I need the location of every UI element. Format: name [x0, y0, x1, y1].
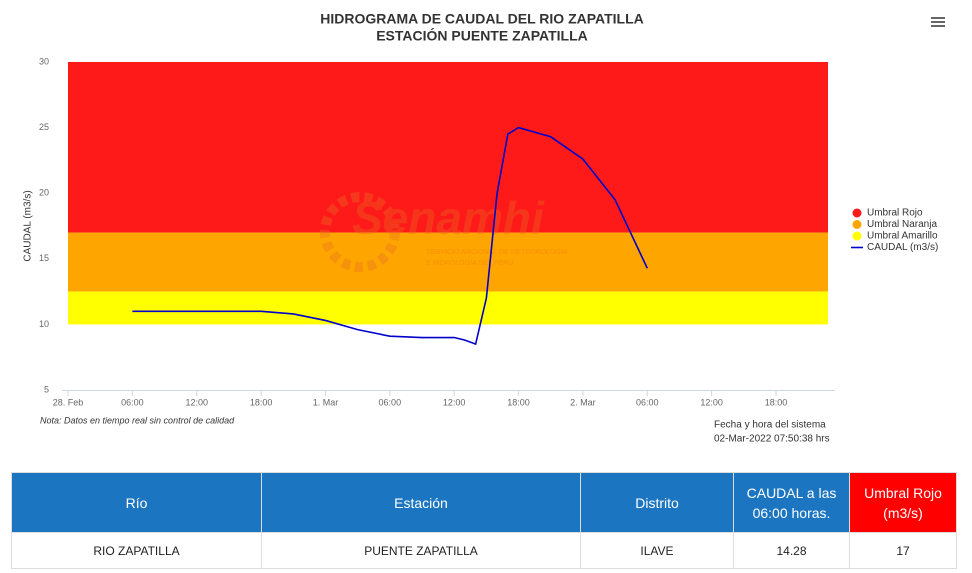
x-tick-label: 12:00 — [700, 397, 723, 407]
y-tick-label: 20 — [39, 188, 49, 198]
info-table: Río Estación Distrito CAUDAL a las 06:00 ho… — [11, 472, 957, 569]
y-tick-label: 30 — [39, 56, 49, 66]
y-axis-label: CAUDAL (m3/s) — [23, 190, 34, 261]
watermark-text: SERVICIO NACIONAL DE METEOROLOGÍA — [426, 247, 568, 256]
threshold-band — [68, 232, 828, 292]
x-tick-label: 18:00 — [765, 397, 788, 407]
header-cell: Umbral Rojo (m3/s) — [849, 472, 957, 533]
threshold-band — [68, 291, 828, 325]
legend-label: Umbral Amarillo — [867, 231, 938, 242]
x-tick-label: 1. Mar — [313, 397, 339, 407]
menu-button[interactable] — [931, 17, 945, 27]
cell: RIO ZAPATILLA — [11, 532, 262, 569]
x-tick-label: 28. Feb — [53, 397, 84, 407]
chart: HIDROGRAMA DE CAUDAL DEL RIO ZAPATILLA E… — [23, 11, 945, 445]
chart-subtitle: ESTACIÓN PUENTE ZAPATILLA — [376, 27, 588, 44]
y-tick-label: 5 — [44, 384, 49, 394]
legend-marker — [852, 231, 862, 241]
y-tick-label: 15 — [39, 253, 49, 263]
x-tick-label: 12:00 — [443, 397, 466, 407]
chart-title: HIDROGRAMA DE CAUDAL DEL RIO ZAPATILLA — [320, 11, 644, 27]
header-cell: Río — [11, 472, 262, 533]
x-tick-label: 18:00 — [507, 397, 530, 407]
cell: PUENTE ZAPATILLA — [261, 532, 581, 569]
note: Nota: Datos en tiempo real sin control d… — [40, 415, 235, 425]
threshold-band — [68, 62, 828, 233]
data-line — [132, 126, 648, 346]
header-cell: Distrito — [580, 472, 734, 533]
x-tick-label: 2. Mar — [570, 397, 596, 407]
header-cell: Estación — [261, 472, 581, 533]
cell: ILAVE — [580, 532, 734, 569]
watermark-sun — [320, 192, 400, 272]
legend-marker — [852, 208, 862, 218]
legend-marker — [852, 220, 862, 229]
x-tick-label: 06:00 — [379, 397, 402, 407]
system-label: Fecha y hora del sistema — [714, 420, 826, 431]
cell: 17 — [849, 532, 957, 569]
x-tick-label: 18:00 — [250, 397, 273, 407]
watermark: Senamhi SERVICIO NACIONAL DE METEOROLOGÍA… — [320, 192, 568, 272]
legend-label: Umbral Naranja — [867, 219, 937, 230]
x-tick-label: 06:00 — [636, 397, 659, 407]
y-tick-label: 10 — [39, 319, 49, 329]
legend-label: Umbral Rojo — [867, 208, 923, 219]
cell: 14.28 — [733, 532, 850, 569]
header-cell: CAUDAL a las 06:00 horas. — [733, 472, 850, 533]
watermark-text: E HIDROLOGÍA DEL PERÚ — [426, 258, 514, 267]
x-tick-label: 12:00 — [185, 397, 208, 407]
watermark-brand: Senamhi — [352, 192, 545, 244]
legend-label: CAUDAL (m3/s) — [867, 242, 938, 253]
system-time: 02-Mar-2022 07:50:38 hrs — [714, 434, 830, 445]
x-tick-label: 06:00 — [121, 397, 144, 407]
y-tick-label: 25 — [39, 122, 49, 132]
